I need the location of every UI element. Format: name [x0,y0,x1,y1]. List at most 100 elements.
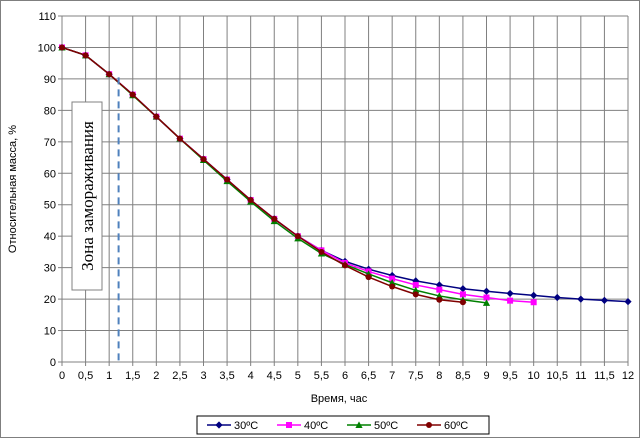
data-point [389,283,396,290]
data-point [224,176,231,183]
freezing-zone-label: Зона замораживания [78,121,97,271]
data-point [435,281,443,289]
data-point [176,135,183,142]
data-point [82,52,89,59]
legend-label: 30ºC [234,420,258,432]
y-tick-label: 20 [44,294,56,306]
y-tick-label: 90 [44,74,56,86]
x-tick-label: 3 [200,370,206,382]
y-tick-label: 40 [44,231,56,243]
data-point [459,285,467,293]
data-point [482,299,491,306]
data-point [506,289,514,298]
data-point [412,281,419,288]
x-tick-label: 1 [106,370,112,382]
data-point [530,299,537,306]
series-4 [59,44,466,306]
data-point [342,262,348,269]
legend-marker [426,422,432,428]
legend-label: 50ºC [374,420,398,432]
x-tick-label: 2,5 [172,370,187,382]
x-tick-label: 6 [342,370,348,382]
x-tick-label: 7,5 [408,370,423,382]
y-tick-label: 100 [38,42,56,54]
data-point [482,287,491,295]
data-point [365,274,372,281]
y-tick-label: 0 [50,357,56,369]
x-tick-label: 3,5 [219,370,234,382]
data-point [435,292,443,299]
legend: 30ºC 40ºC 50ºC 60ºC [207,420,468,432]
axes [58,15,629,366]
x-tick-label: 0,5 [78,370,93,382]
x-tick-label: 7 [389,370,395,382]
series-group [58,43,632,306]
x-tick-label: 5,5 [314,370,329,382]
data-point [436,296,443,303]
data-point [106,71,113,78]
x-tick-label: 8 [436,370,442,382]
legend-label: 40ºC [304,420,328,432]
x-tick-label: 8,5 [455,370,470,382]
data-point [624,298,632,306]
data-point [459,299,466,306]
x-tick-label: 9 [483,370,489,382]
y-tick-label: 70 [44,137,56,149]
data-point [389,275,396,282]
legend-item: 40ºC [277,420,328,432]
x-tick-label: 11 [575,370,586,382]
data-point [507,297,514,304]
x-tick-label: 11,5 [594,370,615,382]
data-point [412,291,419,298]
data-point [129,91,136,98]
legend-marker [355,421,363,428]
series-line [61,46,463,303]
y-tick-labels: 0 10 20 30 40 50 60 70 80 90 100 110 [38,11,56,369]
data-point [318,248,325,255]
legend-label: 60ºC [444,420,468,432]
freezing-zone-label-box [71,101,103,291]
data-point [247,197,254,204]
legend-marker [286,422,292,428]
x-tick-label: 0 [59,370,65,382]
y-tick-label: 60 [44,168,56,180]
x-tick-label: 4,5 [267,370,282,382]
data-point [459,291,466,298]
x-tick-label: 9,5 [502,370,517,382]
x-tick-label: 6,5 [361,370,376,382]
data-point [294,233,301,240]
y-axis-title: Относительная масса, % [7,125,19,253]
x-tick-label: 10,5 [547,370,568,382]
x-tick-label: 12 [622,370,634,382]
data-point [600,296,609,304]
data-point [388,279,396,286]
grid-lines [62,15,629,362]
data-point [59,44,65,51]
y-tick-label: 80 [44,105,56,117]
data-point [577,295,585,303]
legend-box [196,415,490,435]
y-tick-label: 30 [44,263,56,275]
data-point [553,293,561,302]
legend-item: 50ºC [347,420,398,432]
legend-item: 30ºC [207,420,258,432]
y-tick-label: 10 [44,326,56,338]
y-tick-label: 50 [44,200,56,212]
data-point [530,291,538,299]
data-point [483,294,490,301]
data-point [153,113,160,120]
y-tick-label: 110 [38,11,56,23]
data-point [271,215,278,222]
x-axis-title: Время, час [311,393,368,405]
x-tick-label: 1,5 [125,370,140,382]
x-tick-labels: 0 0,5 1 1,5 2 2,5 3 3,5 4 4,5 5 5,5 6 6,5 7 7,5 8 8,5 9 9,5… [59,370,634,382]
data-point [200,156,207,163]
legend-item: 60ºC [417,420,468,432]
data-point [436,286,443,293]
x-tick-label: 10 [528,370,540,382]
x-tick-label: 4 [248,370,254,382]
legend-marker [215,421,223,429]
x-tick-label: 5 [295,370,301,382]
x-tick-label: 2 [153,370,159,382]
